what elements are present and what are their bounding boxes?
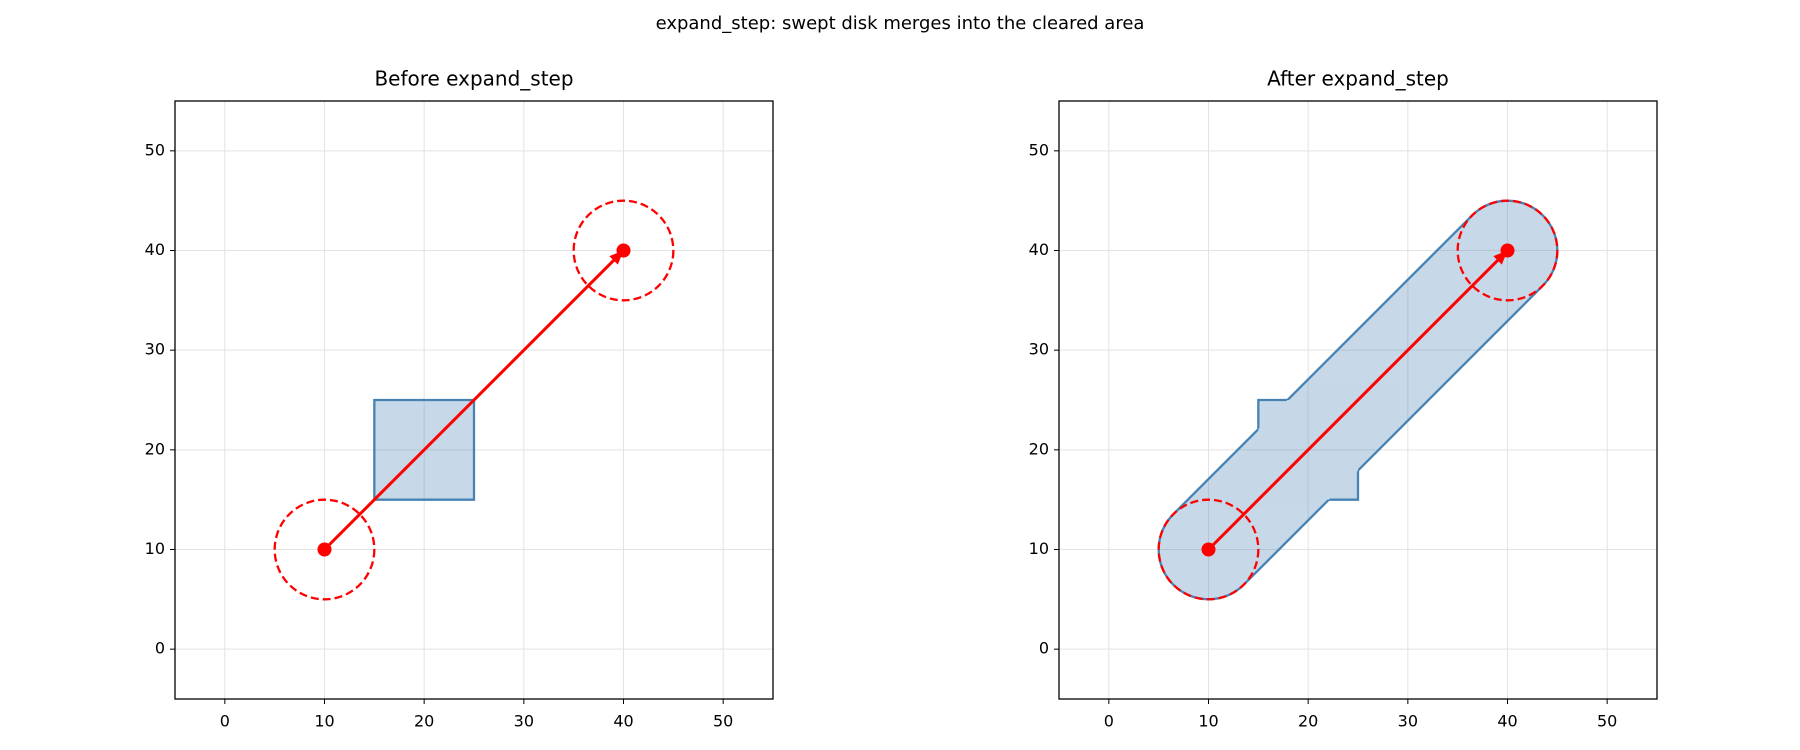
x-tick-label: 0 — [220, 712, 230, 731]
y-tick-label: 40 — [145, 240, 165, 259]
axes: After expand_step 0 10 20 30 40 50 0 10 20 30 40 50 — [1029, 67, 1658, 731]
y-tick-label: 0 — [1039, 639, 1049, 658]
y-tick-label: 0 — [155, 639, 165, 658]
x-tick-label: 10 — [1198, 712, 1218, 731]
x-tick-label: 50 — [1597, 712, 1617, 731]
y-tick-label: 10 — [145, 539, 165, 558]
sweep-arrow — [1207, 257, 1501, 551]
y-tick-label: 20 — [145, 439, 165, 458]
x-tick-label: 20 — [1298, 712, 1318, 731]
y-tick-label: 40 — [1029, 240, 1049, 259]
y-tick-label: 50 — [145, 140, 165, 159]
disk-center — [1500, 243, 1515, 258]
disk — [1456, 199, 1559, 302]
y-tick-label: 50 — [1029, 140, 1049, 159]
x-tick-label: 50 — [713, 712, 733, 731]
axes-frame — [174, 100, 774, 700]
axes: Before expand_step 0 10 20 30 40 50 0 10 20 30 40 50 — [145, 67, 774, 731]
x-tick-label: 0 — [1104, 712, 1114, 731]
sweep-arrow — [323, 257, 617, 551]
x-tick-label: 20 — [414, 712, 434, 731]
x-tick-label: 40 — [613, 712, 633, 731]
disk — [273, 498, 376, 601]
disk-center — [616, 243, 631, 258]
disk — [572, 199, 675, 302]
y-tick-label: 20 — [1029, 439, 1049, 458]
x-tick-label: 30 — [1398, 712, 1418, 731]
disk-center — [1201, 542, 1216, 557]
y-tick-label: 30 — [145, 340, 165, 359]
y-tick-label: 10 — [1029, 539, 1049, 558]
x-tick-label: 40 — [1497, 712, 1517, 731]
figure-title: expand_step: swept disk merges into the … — [656, 13, 1145, 34]
axes-title: After expand_step — [1267, 67, 1449, 91]
y-tick-label: 30 — [1029, 340, 1049, 359]
disk — [1157, 498, 1260, 601]
axes-title: Before expand_step — [374, 67, 573, 91]
disk-center — [317, 542, 332, 557]
axes-frame — [1058, 100, 1658, 700]
x-tick-label: 10 — [314, 712, 334, 731]
x-tick-label: 30 — [514, 712, 534, 731]
